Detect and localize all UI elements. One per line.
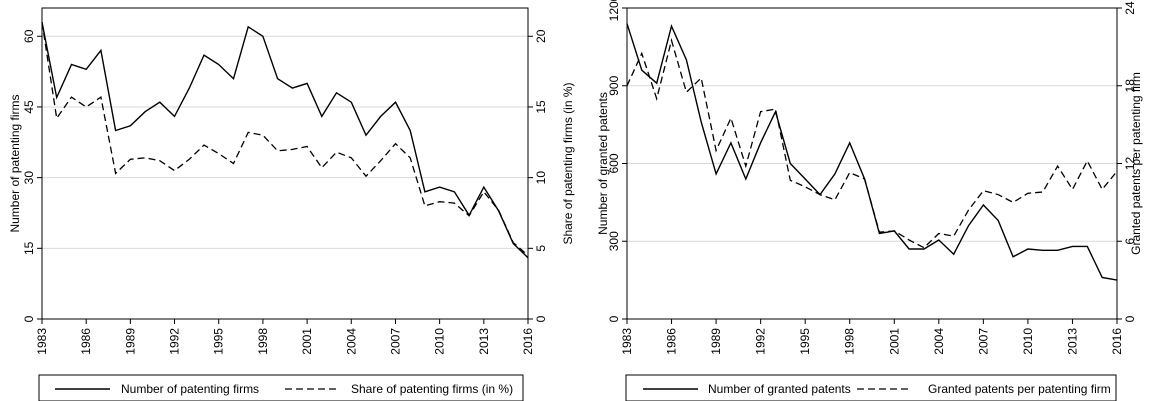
y-left-tick-label: 0 <box>22 315 36 322</box>
x-tick-label: 1989 <box>123 328 137 355</box>
series-line-solid <box>626 23 1118 281</box>
legend-label: Number of granted patents <box>708 382 851 396</box>
legend-label: Granted patents per patenting firm <box>928 382 1111 396</box>
y-right-tick-label: 0 <box>1123 315 1137 322</box>
y-right-tick-label: 6 <box>1123 238 1137 245</box>
y-right-axis-title: Granted patents per patenting firm <box>1129 72 1143 255</box>
x-tick-label: 2007 <box>388 328 402 355</box>
x-tick-label: 1992 <box>168 328 182 355</box>
y-left-tick-label: 60 <box>22 29 36 43</box>
x-tick-label: 1986 <box>665 328 679 355</box>
y-left-tick-label: 600 <box>607 153 621 173</box>
y-right-tick-label: 12 <box>1123 157 1137 171</box>
y-left-tick-label: 1200 <box>607 0 621 21</box>
right-panel: 0 300 600 900 1200 0 6 12 18 24 1983 1986 1989 1992 19… <box>596 0 1143 401</box>
y-left-axis-title: Number of patenting firms <box>8 94 22 232</box>
y-right-tick-label: 0 <box>534 315 548 322</box>
legend-box <box>38 374 524 401</box>
x-tick-label: 1995 <box>798 328 812 355</box>
y-left-tick-label: 45 <box>22 100 36 114</box>
x-tick-label: 2016 <box>521 328 535 355</box>
y-right-tick-label: 15 <box>534 100 548 114</box>
legend-box <box>625 374 1117 401</box>
y-left-axis-title: Number of granted patents <box>596 92 610 235</box>
y-right-tick-label: 20 <box>534 29 548 43</box>
x-tick-label: 2013 <box>477 328 491 355</box>
x-tick-label: 1998 <box>256 328 270 355</box>
x-tick-label: 2016 <box>1110 328 1124 355</box>
x-tick-label: 2004 <box>344 328 358 355</box>
legend-label: Share of patenting firms (in %) <box>351 382 513 396</box>
y-left-tick-label: 15 <box>22 241 36 255</box>
x-tick-label: 1995 <box>212 328 226 355</box>
y-right-tick-label: 10 <box>534 171 548 185</box>
legend-label: Number of patenting firms <box>121 382 259 396</box>
x-tick-label: 2001 <box>887 328 901 355</box>
series-line-solid <box>41 21 529 259</box>
x-tick-label: 2004 <box>932 328 946 355</box>
x-tick-label: 2010 <box>433 328 447 355</box>
x-tick-label: 2010 <box>1021 328 1035 355</box>
plot-frame <box>41 7 529 320</box>
x-tick-label: 1986 <box>79 328 93 355</box>
x-tick-label: 1983 <box>35 328 49 355</box>
series-line-dashed <box>41 22 529 256</box>
x-tick-label: 1992 <box>754 328 768 355</box>
x-tick-label: 2007 <box>976 328 990 355</box>
x-tick-label: 1989 <box>709 328 723 355</box>
y-left-tick-label: 0 <box>607 315 621 322</box>
y-right-axis-title: Share of patenting firms (in %) <box>561 82 575 244</box>
y-left-tick-label: 300 <box>607 231 621 251</box>
x-tick-label: 2001 <box>300 328 314 355</box>
y-right-tick-label: 24 <box>1123 1 1137 15</box>
y-left-tick-label: 30 <box>22 171 36 185</box>
left-panel: 0 15 30 45 60 0 5 10 15 20 1983 1986 1989 1992 1995 199… <box>8 7 575 401</box>
x-tick-label: 1998 <box>843 328 857 355</box>
y-right-tick-label: 18 <box>1123 79 1137 93</box>
y-right-tick-label: 5 <box>534 245 548 252</box>
x-tick-label: 1983 <box>620 328 634 355</box>
x-tick-label: 2013 <box>1065 328 1079 355</box>
y-left-tick-label: 900 <box>607 75 621 95</box>
series-line-dashed <box>626 37 1118 249</box>
